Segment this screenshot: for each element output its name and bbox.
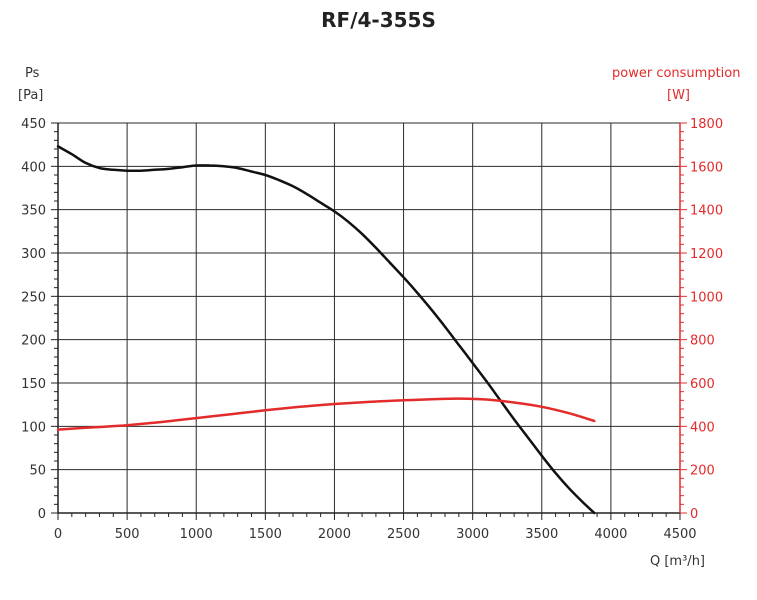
x-tick-label: 3000	[456, 527, 489, 542]
right-axis-label-unit: [W]	[667, 88, 690, 103]
right-tick-label: 0	[690, 507, 698, 522]
left-tick-label: 100	[21, 420, 46, 435]
left-axis-label-unit: [Pa]	[18, 88, 44, 103]
x-tick-label: 4000	[594, 527, 627, 542]
left-tick-label: 150	[21, 377, 46, 392]
x-tick-label: 0	[54, 527, 62, 542]
x-tick-label: 500	[115, 527, 140, 542]
left-tick-label: 50	[29, 464, 46, 479]
right-tick-label: 200	[690, 464, 715, 479]
left-axis-label-name: Ps	[25, 66, 40, 81]
chart-title: RF/4-355S	[321, 8, 436, 32]
static-pressure-curve	[56, 145, 596, 515]
right-tick-label: 800	[690, 334, 715, 349]
x-tick-label: 3500	[525, 527, 558, 542]
left-tick-label: 350	[21, 204, 46, 219]
left-tick-label: 0	[38, 507, 46, 522]
power-consumption-curve	[56, 397, 596, 431]
right-tick-label: 1400	[690, 204, 723, 219]
right-axis-label-name: power consumption	[612, 66, 741, 81]
left-tick-label: 200	[21, 334, 46, 349]
x-tick-label: 1000	[180, 527, 213, 542]
x-axis-label: Q [m³/h]	[650, 554, 706, 569]
right-tick-label: 400	[690, 420, 715, 435]
right-tick-label: 600	[690, 377, 715, 392]
x-tick-label: 2000	[318, 527, 351, 542]
right-tick-label: 1000	[690, 290, 723, 305]
left-tick-label: 450	[21, 117, 46, 132]
x-tick-label: 2500	[387, 527, 420, 542]
right-tick-label: 1200	[690, 247, 723, 262]
right-tick-label: 1600	[690, 160, 723, 175]
left-tick-label: 250	[21, 290, 46, 305]
left-tick-label: 400	[21, 160, 46, 175]
x-tick-label: 1500	[249, 527, 282, 542]
left-tick-label: 300	[21, 247, 46, 262]
x-tick-label: 4500	[663, 527, 696, 542]
right-tick-label: 1800	[690, 117, 723, 132]
